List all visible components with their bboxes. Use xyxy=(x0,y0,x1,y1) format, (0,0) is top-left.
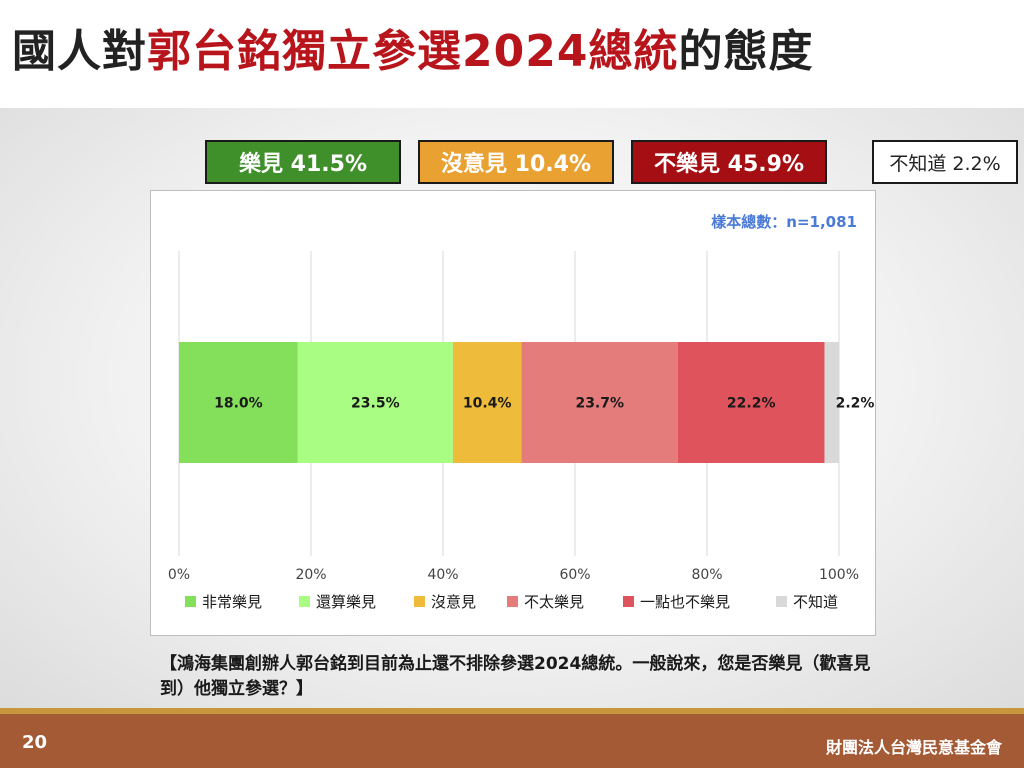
legend-swatch xyxy=(414,596,425,607)
legend-label: 一點也不樂見 xyxy=(640,593,730,611)
title-part-1: 國人對 xyxy=(12,26,147,77)
x-tick-label: 80% xyxy=(691,567,722,583)
summary-no-opinion: 沒意見 10.4% xyxy=(418,140,614,184)
x-tick-label: 40% xyxy=(427,567,458,583)
legend-swatch xyxy=(185,596,196,607)
x-tick-label: 100% xyxy=(819,567,859,583)
stacked-bar-chart: 0% 20% 40% 60% 80% 100% 18.0% 23.5% 10.4% 23.7% 22… xyxy=(168,251,875,611)
summary-disfavor: 不樂見 45.9% xyxy=(631,140,827,184)
bar-segment xyxy=(297,342,453,463)
legend-label: 還算樂見 xyxy=(316,593,376,611)
legend-label: 不知道 xyxy=(793,593,838,611)
legend-label: 沒意見 xyxy=(431,593,476,611)
page-title: 國人對郭台銘獨立參選2024總統的態度 xyxy=(12,20,813,84)
legend-label: 非常樂見 xyxy=(202,593,262,611)
sample-size-note: 樣本總數：n=1,081 xyxy=(711,213,857,231)
data-label: 22.2% xyxy=(727,396,776,412)
bar-segment xyxy=(521,342,678,463)
legend-swatch xyxy=(299,596,310,607)
legend-swatch xyxy=(776,596,787,607)
x-tick-label: 20% xyxy=(295,567,326,583)
organization-name: 財團法人台灣民意基金會 xyxy=(825,738,1002,757)
data-label: 23.5% xyxy=(351,396,400,412)
legend-swatch xyxy=(623,596,634,607)
legend-swatch xyxy=(507,596,518,607)
data-label: 10.4% xyxy=(463,396,512,412)
x-tick-label: 0% xyxy=(168,567,190,583)
x-tick-label: 60% xyxy=(559,567,590,583)
summary-dont-know: 不知道 2.2% xyxy=(872,140,1018,184)
page-number: 20 xyxy=(22,732,48,753)
bar-segment xyxy=(677,342,825,463)
data-label: 18.0% xyxy=(214,396,263,412)
data-label: 23.7% xyxy=(575,396,624,412)
chart-panel: 樣本總數：n=1,081 0% 20% 40% 60% 80% 100% 18.0% 23.5… xyxy=(150,190,876,636)
footer: 20 財團法人台灣民意基金會 xyxy=(0,708,1024,768)
legend-label: 不太樂見 xyxy=(524,593,584,611)
bar-segment xyxy=(179,342,298,463)
summary-favor: 樂見 41.5% xyxy=(205,140,401,184)
bar-segment xyxy=(452,342,522,463)
data-label: 2.2% xyxy=(836,396,875,412)
bar-segment xyxy=(824,342,839,463)
title-part-3: 的態度 xyxy=(678,26,814,77)
title-highlight: 郭台銘獨立參選2024總統 xyxy=(147,26,679,77)
survey-question: 【鴻海集團創辦人郭台銘到目前為止還不排除參選2024總統。一般說來，您是否樂見（… xyxy=(160,654,871,699)
